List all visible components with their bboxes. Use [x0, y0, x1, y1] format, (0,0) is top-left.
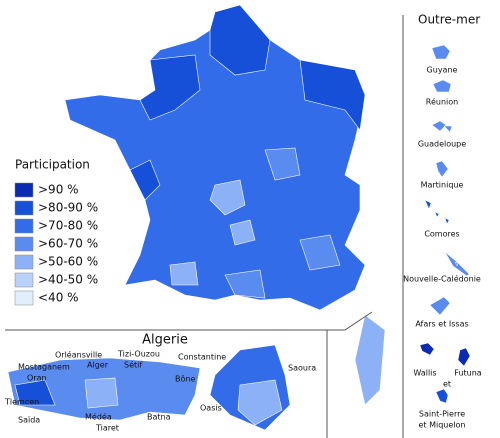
department-label: Saïda — [18, 416, 40, 425]
department-label: Alger — [87, 361, 109, 370]
outremer-title: Outre-mer — [418, 13, 480, 27]
territory-label: Nouvelle-Calédonie — [403, 274, 481, 284]
legend-swatch — [14, 236, 34, 252]
territory-label: et Miquelon — [419, 421, 466, 430]
separator — [5, 311, 373, 331]
legend-title: Participation — [15, 158, 90, 172]
department-label: Médéa — [85, 412, 112, 422]
legend-swatch — [14, 272, 34, 288]
department-label: Saoura — [288, 364, 316, 373]
legend-label: >80-90 % — [38, 201, 98, 215]
legend-label: >50-60 % — [38, 255, 98, 269]
territory-label: Guadeloupe — [418, 140, 466, 149]
department-label: Batna — [147, 413, 171, 422]
labels: Guyane Réunion Guadeloupe Martinique Comores… — [4, 66, 482, 433]
territory-label: Saint-Pierre — [419, 410, 465, 419]
legend-label: >90 % — [38, 183, 79, 197]
department-label: Oran — [27, 374, 47, 383]
algeria — [7, 344, 291, 431]
territory-label: Comores — [424, 230, 459, 239]
legend-label: >60-70 % — [38, 237, 98, 251]
territory-label: Futuna — [454, 369, 482, 378]
department-label: Orléansville — [55, 350, 102, 360]
legend-swatch — [14, 218, 34, 234]
legend-label: <40 % — [38, 291, 79, 305]
territory-label: Réunion — [426, 97, 458, 107]
legend-swatch — [14, 290, 34, 306]
territory-label: et — [443, 380, 451, 389]
outremer-shapes — [419, 44, 471, 404]
department-label: Sétif — [124, 360, 142, 370]
department-label: Constantine — [178, 353, 226, 362]
legend: Participation >90 % >80-90 % >70-80 % >60-7… — [14, 158, 98, 306]
department-label: Mostaganem — [18, 363, 70, 372]
france — [64, 4, 386, 406]
algerie-title: Algerie — [142, 333, 188, 348]
legend-label: >70-80 % — [38, 219, 98, 233]
territory-label: Guyane — [427, 66, 458, 75]
territory-label: Afars et Issas — [415, 320, 468, 329]
legend-swatch — [14, 182, 34, 198]
territory-label: Martinique — [421, 181, 464, 190]
department-label: Bône — [175, 374, 195, 384]
department-label: Tiaret — [95, 424, 119, 433]
department-label: Oasis — [200, 404, 222, 413]
territory-label: Wallis — [413, 369, 436, 378]
legend-swatch — [14, 254, 34, 270]
department-label: Tlemcen — [4, 398, 39, 407]
department-label: Tizi-Ouzou — [117, 350, 160, 359]
legend-swatch — [14, 200, 34, 216]
legend-label: >40-50 % — [38, 273, 98, 287]
